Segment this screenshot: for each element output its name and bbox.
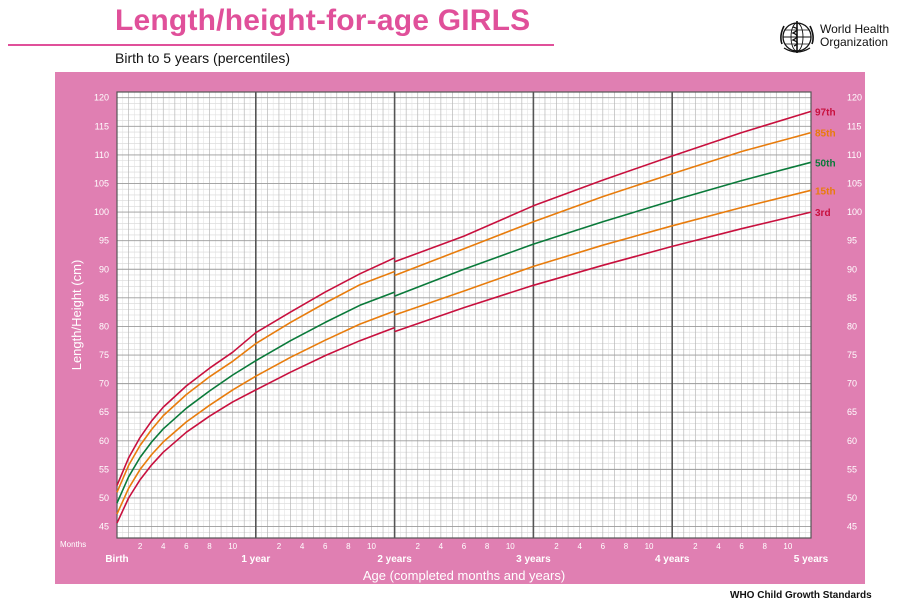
series-label-3rd: 3rd bbox=[815, 208, 831, 219]
x-month-tick-label: 6 bbox=[601, 542, 606, 551]
y-tick-label-left: 95 bbox=[99, 236, 109, 246]
who-logo: World Health Organization bbox=[778, 18, 896, 56]
x-month-tick-label: 4 bbox=[577, 542, 582, 551]
series-line-15th-height bbox=[394, 189, 812, 316]
x-month-tick-label: 8 bbox=[207, 542, 212, 551]
series-line-97th-length bbox=[116, 257, 395, 486]
y-tick-label-left: 75 bbox=[99, 350, 109, 360]
x-month-tick-label: 6 bbox=[184, 542, 189, 551]
x-axis-title: Age (completed months and years) bbox=[363, 568, 565, 583]
y-tick-label-left: 55 bbox=[99, 464, 109, 474]
series-line-15th-length bbox=[116, 310, 395, 515]
series-label-15th: 15th bbox=[815, 186, 836, 197]
x-month-tick-label: 4 bbox=[439, 542, 444, 551]
growth-chart: 45 45 50 50 55 55 60 60 65 65 70 70 75 75 80 80 85 85 90 90… bbox=[60, 91, 862, 583]
x-year-label: 5 years bbox=[794, 554, 829, 565]
y-tick-label-right: 90 bbox=[847, 264, 857, 274]
series-line-50th-height bbox=[394, 161, 812, 297]
x-year-label: 2 years bbox=[377, 554, 412, 565]
x-year-label: 4 years bbox=[655, 554, 690, 565]
y-tick-label-right: 60 bbox=[847, 436, 857, 446]
x-month-tick-label: 4 bbox=[716, 542, 721, 551]
y-tick-label-left: 80 bbox=[99, 321, 109, 331]
y-tick-label-right: 95 bbox=[847, 236, 857, 246]
x-month-tick-label: 2 bbox=[277, 542, 282, 551]
x-month-tick-label: 6 bbox=[462, 542, 467, 551]
x-year-label: 1 year bbox=[241, 554, 270, 565]
y-tick-label-right: 55 bbox=[847, 464, 857, 474]
y-tick-label-left: 85 bbox=[99, 293, 109, 303]
x-month-tick-label: 10 bbox=[367, 542, 376, 551]
y-tick-label-left: 65 bbox=[99, 407, 109, 417]
x-month-tick-label: 8 bbox=[346, 542, 351, 551]
x-month-tick-label: 8 bbox=[763, 542, 768, 551]
series-label-97th: 97th bbox=[815, 107, 836, 118]
y-tick-label-right: 50 bbox=[847, 493, 857, 503]
y-tick-label-right: 100 bbox=[847, 207, 862, 217]
chart-title: Length/height-for-age GIRLS bbox=[115, 4, 531, 37]
y-tick-label-right: 120 bbox=[847, 93, 862, 103]
x-month-tick-label: 2 bbox=[693, 542, 698, 551]
who-logo-text-line2: Organization bbox=[820, 35, 889, 49]
series-label-85th: 85th bbox=[815, 129, 836, 140]
series-line-3rd-height bbox=[394, 211, 812, 333]
x-month-tick-label: 4 bbox=[300, 542, 305, 551]
x-month-tick-label: 10 bbox=[783, 542, 792, 551]
y-tick-label-left: 120 bbox=[94, 93, 109, 103]
footer-credit: WHO Child Growth Standards bbox=[730, 590, 872, 601]
chart-panel: 45 45 50 50 55 55 60 60 65 65 70 70 75 75 80 80 85 85 90 90… bbox=[55, 72, 865, 584]
y-tick-label-right: 75 bbox=[847, 350, 857, 360]
y-tick-label-left: 115 bbox=[95, 121, 109, 131]
x-month-tick-label: 2 bbox=[138, 542, 143, 551]
y-tick-label-right: 70 bbox=[847, 379, 857, 389]
y-tick-label-right: 115 bbox=[847, 121, 861, 131]
x-month-tick-label: 8 bbox=[624, 542, 629, 551]
who-emblem-icon bbox=[780, 21, 814, 53]
plot-frame bbox=[116, 91, 812, 539]
y-tick-label-left: 100 bbox=[94, 207, 109, 217]
y-tick-label-left: 70 bbox=[99, 379, 109, 389]
x-month-tick-label: 10 bbox=[645, 542, 654, 551]
series-line-85th-height bbox=[394, 131, 812, 277]
x-month-tick-label: 8 bbox=[485, 542, 490, 551]
y-tick-label-right: 110 bbox=[847, 150, 861, 160]
series-line-85th-length bbox=[116, 270, 395, 493]
y-tick-label-left: 50 bbox=[99, 493, 109, 503]
y-tick-label-left: 105 bbox=[94, 178, 109, 188]
x-month-tick-label: 2 bbox=[554, 542, 559, 551]
y-tick-label-right: 80 bbox=[847, 321, 857, 331]
series-line-97th-height bbox=[394, 110, 812, 263]
who-logo-text-line1: World Health bbox=[820, 22, 890, 36]
y-tick-label-left: 110 bbox=[95, 150, 109, 160]
x-year-label: 3 years bbox=[516, 554, 551, 565]
y-tick-label-left: 45 bbox=[99, 522, 109, 532]
series-line-3rd-length bbox=[116, 326, 395, 524]
x-month-tick-label: 6 bbox=[739, 542, 744, 551]
x-month-tick-label: 10 bbox=[506, 542, 515, 551]
y-tick-label-left: 90 bbox=[99, 264, 109, 274]
title-divider bbox=[8, 44, 554, 46]
x-year-label: Birth bbox=[105, 554, 128, 565]
y-tick-label-right: 65 bbox=[847, 407, 857, 417]
y-tick-label-left: 60 bbox=[99, 436, 109, 446]
x-month-tick-label: 10 bbox=[228, 542, 237, 551]
series-line-50th-length bbox=[116, 291, 395, 504]
y-tick-label-right: 85 bbox=[847, 293, 857, 303]
x-unit-label: Months bbox=[60, 540, 86, 549]
x-month-tick-label: 6 bbox=[323, 542, 328, 551]
series-label-50th: 50th bbox=[815, 158, 836, 169]
chart-subtitle: Birth to 5 years (percentiles) bbox=[115, 50, 291, 66]
x-month-tick-label: 4 bbox=[161, 542, 166, 551]
x-month-tick-label: 2 bbox=[416, 542, 421, 551]
y-axis-title: Length/Height (cm) bbox=[69, 260, 84, 371]
y-tick-label-right: 45 bbox=[847, 522, 857, 532]
y-tick-label-right: 105 bbox=[847, 178, 862, 188]
